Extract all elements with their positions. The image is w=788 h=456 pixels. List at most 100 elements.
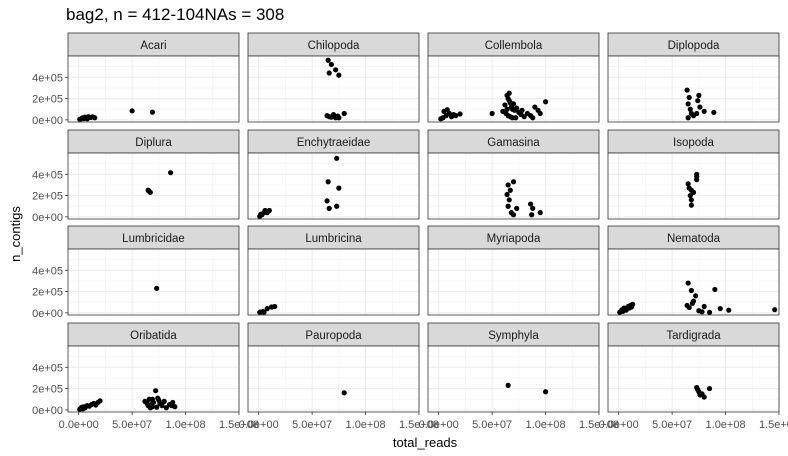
strip-label-tardigrada: Tardigrada (666, 330, 721, 342)
strip-label-diplura: Diplura (135, 137, 172, 149)
data-point-diplopoda (694, 110, 700, 117)
data-point-nematoda (726, 307, 732, 313)
data-point-collembola (502, 102, 508, 108)
panel-enchytraeidae: Enchytraeidae (247, 129, 420, 220)
data-point-symphyla (542, 389, 549, 395)
data-point-collembola (537, 110, 543, 117)
data-point-gamasina (506, 197, 512, 203)
data-point-oribatida (149, 396, 156, 402)
panel-border-symphyla (427, 345, 600, 413)
data-point-oribatida (169, 403, 175, 409)
data-point-acari (92, 115, 98, 121)
data-point-diplura (147, 189, 153, 195)
y-tick-label: 2e+05 (32, 384, 63, 396)
x-tick-label: 5.0e+07 (292, 419, 332, 431)
x-tick-label: 1.5e+08 (579, 419, 619, 431)
chart-title: bag2, n = 412-104NAs = 308 (66, 5, 285, 24)
data-point-isopoda (688, 187, 694, 193)
data-point-collembola (514, 105, 520, 111)
data-point-nematoda (685, 280, 691, 286)
plot-area-tardigrada (608, 346, 779, 412)
panel-symphyla: Symphyla 0.0e+00 5.0e+07 1.0e+08 1.5e+08 (419, 322, 619, 431)
data-point-chilopoda (336, 115, 342, 121)
data-point-oribatida (153, 388, 159, 394)
data-point-isopoda (688, 197, 694, 203)
data-point-oribatida (163, 405, 169, 411)
data-point-gamasina (530, 205, 536, 211)
panel-isopoda: Isopoda (607, 129, 780, 220)
strip-label-lumbricina: Lumbricina (305, 233, 362, 245)
data-point-collembola (530, 115, 536, 121)
strip-label-nematoda: Nematoda (667, 233, 721, 245)
data-point-collembola (489, 110, 495, 117)
data-point-oribatida (97, 398, 103, 404)
panel-collembola: Collembola (427, 32, 600, 123)
panel-border-oribatida (67, 345, 240, 413)
panel-border-pauropoda (247, 345, 420, 413)
strip-label-isopoda: Isopoda (673, 137, 715, 149)
panel-lumbricina: Lumbricina (247, 225, 420, 316)
x-tick-label: 1.0e+08 (346, 419, 386, 431)
panel-border-diplura (67, 152, 240, 220)
data-point-isopoda (685, 181, 691, 187)
panel-lumbricidae: Lumbricidae 0e+00 2e+05 4e+05 (32, 225, 240, 320)
panel-tardigrada: Tardigrada 0.0e+00 5.0e+07 1.0e+08 1.5e+08 (599, 322, 788, 431)
panel-border-enchytraeidae (247, 152, 420, 220)
data-point-collembola (506, 90, 512, 96)
data-point-nematoda (717, 306, 723, 312)
panel-border-lumbricina (247, 248, 420, 316)
panel-gamasina: Gamasina (427, 129, 600, 220)
data-point-nematoda (690, 298, 697, 304)
strip-label-oribatida: Oribatida (130, 330, 177, 342)
data-point-oribatida (161, 398, 167, 404)
data-point-gamasina (504, 191, 510, 198)
data-point-enchytraeidae (325, 179, 331, 185)
panel-oribatida: Oribatida 0e+00 2e+05 4e+05 0.0e+00 5.0e+07 1.… (32, 322, 259, 431)
strip-label-enchytraeidae: Enchytraeidae (297, 137, 371, 149)
data-point-diplopoda (697, 104, 703, 110)
y-tick-label: 2e+05 (32, 94, 63, 106)
data-point-lumbricina (261, 309, 267, 315)
data-point-nematoda (772, 307, 778, 313)
data-point-chilopoda (336, 72, 342, 78)
data-point-chilopoda (328, 61, 334, 68)
data-point-diplopoda (684, 87, 690, 93)
data-point-diplopoda (696, 92, 702, 98)
panel-border-diplopoda (607, 55, 780, 123)
panel-border-lumbricidae (67, 248, 240, 316)
data-point-enchytraeidae (324, 198, 330, 204)
panel-border-collembola (427, 55, 600, 123)
data-point-enchytraeidae (258, 211, 264, 217)
y-tick-label: 0e+00 (32, 308, 63, 320)
data-point-lumbricina (264, 306, 270, 312)
x-tick-label: 1.5e+08 (759, 419, 788, 431)
data-point-acari (149, 109, 156, 115)
data-point-gamasina (510, 179, 517, 185)
data-point-nematoda (686, 304, 692, 311)
data-point-symphyla (505, 382, 511, 388)
data-point-diplopoda (711, 109, 717, 116)
strip-label-collembola: Collembola (485, 40, 543, 52)
panel-border-isopoda (607, 152, 780, 220)
x-tick-label: 5.0e+07 (472, 419, 512, 431)
data-point-lumbricina (272, 303, 278, 310)
panel-border-tardigrada (607, 345, 780, 413)
x-axis-title: total_reads (393, 435, 458, 450)
panel-border-nematoda (607, 248, 780, 316)
data-point-diplopoda (695, 98, 701, 104)
plot-area-gamasina (428, 153, 599, 219)
data-point-collembola (521, 114, 527, 120)
plot-area-diplopoda (608, 56, 779, 122)
data-point-isopoda (694, 173, 700, 180)
plot-area-enchytraeidae (248, 153, 419, 219)
y-tick-label: 0e+00 (32, 115, 63, 127)
panel-border-gamasina (427, 152, 600, 220)
panel-myriapoda: Myriapoda (427, 225, 600, 316)
data-point-chilopoda (333, 67, 339, 73)
data-point-gamasina (505, 182, 511, 188)
y-tick-label: 0e+00 (32, 212, 63, 224)
y-tick-label: 4e+05 (32, 169, 63, 181)
data-point-collembola (440, 115, 446, 121)
x-tick-label: 1.5e+08 (399, 419, 439, 431)
